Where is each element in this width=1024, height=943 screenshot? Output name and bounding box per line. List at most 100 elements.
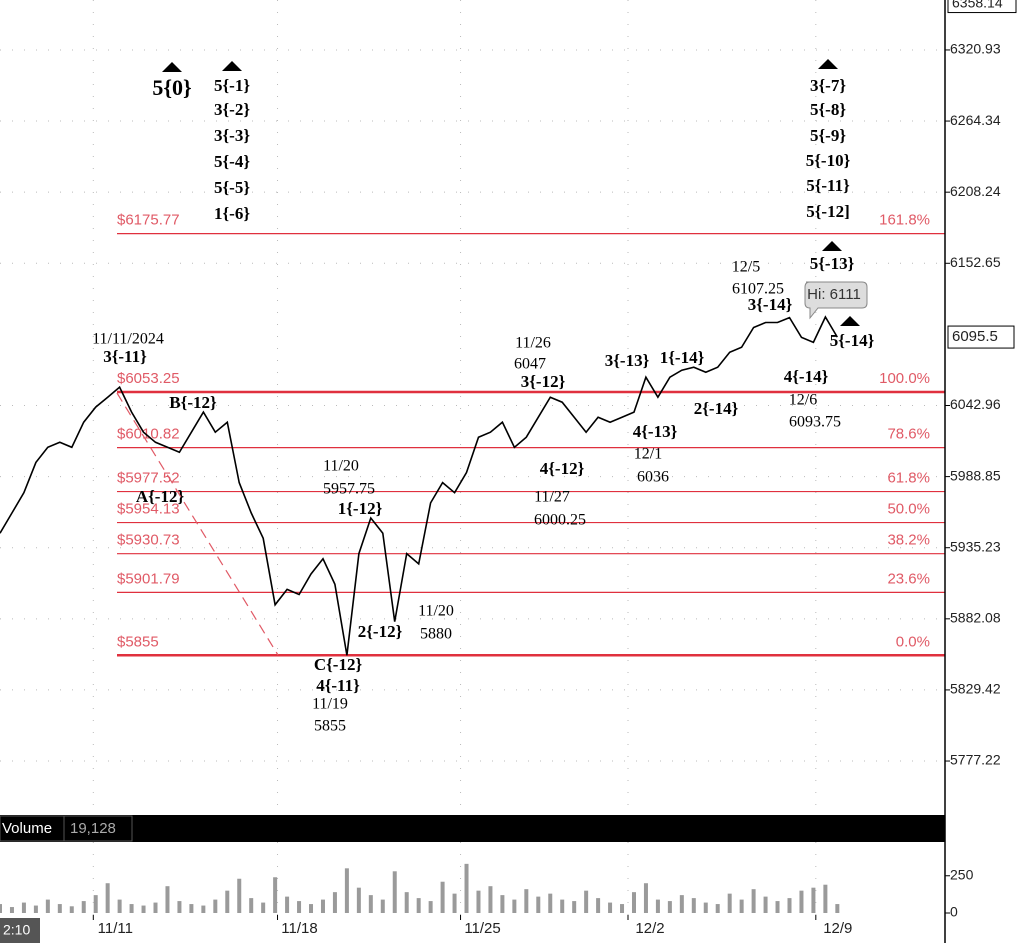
volume-bar (751, 889, 756, 913)
volume-bar (344, 868, 349, 913)
arrow (222, 61, 242, 71)
volume-bar (512, 899, 517, 913)
fib-price-label: $5954.13 (117, 501, 180, 518)
fib-price-label: $6010.82 (117, 426, 180, 443)
volume-bar (655, 899, 660, 913)
volume-bar (799, 890, 804, 913)
volume-bar (21, 902, 26, 913)
wave-annotation: 5{-12] (806, 202, 850, 221)
wave-arrows (162, 59, 860, 326)
volume-bar (141, 905, 146, 913)
volume-bar (69, 906, 74, 913)
volume-bar (309, 904, 314, 913)
price-line (0, 315, 838, 656)
volume-bar (45, 899, 50, 913)
volume-bar (213, 899, 218, 913)
wave-annotation: 2{-14} (694, 399, 739, 418)
fib-price-label: $5977.52 (117, 470, 180, 487)
fib-price-label: $5901.79 (117, 570, 180, 587)
y-tick-label: 6042.96 (950, 396, 1001, 412)
wave-annotation: 3{-13} (605, 351, 650, 370)
wave-annotation: 11/19 (312, 696, 348, 713)
volume-bar (332, 892, 337, 913)
volume-bar (584, 890, 589, 913)
y-tick-label: 5882.08 (950, 610, 1001, 626)
volume-readout (0, 815, 133, 842)
volume-title: Volume (2, 820, 52, 837)
wave-annotation: 5{-14} (830, 331, 875, 350)
wave-annotation: 11/11/2024 (92, 331, 164, 348)
wave-annotation: Hi: 6111 (807, 286, 861, 303)
volume-bar (787, 898, 792, 913)
x-tick-label: 11/11 (98, 920, 133, 937)
wave-annotation: 6093.75 (789, 414, 841, 431)
fib-percent-label: 38.2% (887, 532, 930, 549)
wave-annotation: 5{-13} (810, 254, 855, 273)
volume-readout-value: 19,128 (70, 820, 116, 837)
fib-percent-label: 0.0% (896, 633, 930, 650)
wave-annotation: 2{-12} (358, 622, 403, 641)
volume-bar (0, 904, 2, 913)
wave-annotation: 5{-9} (810, 126, 846, 145)
y-tick-label: 5935.23 (950, 538, 1001, 554)
wave-annotation: C{-12} (314, 655, 363, 674)
y-tick-label: 6152.65 (950, 254, 1001, 270)
wave-annotation: 6107.25 (732, 281, 784, 298)
wave-annotation: 1{-14} (660, 348, 705, 367)
volume-bar (823, 884, 828, 913)
volume-bar (440, 881, 445, 913)
volume-bar (392, 871, 397, 913)
volume-bar (643, 883, 648, 913)
volume-tick-label: 250 (950, 866, 974, 882)
volume-bar (811, 887, 816, 913)
volume-header (0, 815, 945, 842)
arrow (822, 241, 842, 251)
volume-bar (81, 901, 86, 913)
volume-bar (105, 883, 110, 913)
volume-bar (715, 904, 720, 913)
volume-bar (667, 901, 672, 913)
volume-bar (9, 907, 14, 913)
fib-percent-label: 161.8% (879, 212, 930, 229)
wave-annotation: 1{-6} (214, 204, 250, 223)
wave-annotation: 11/20 (418, 603, 454, 620)
volume-bar (93, 895, 98, 913)
volume-bar (452, 893, 457, 913)
y-tick-label: 5777.22 (950, 752, 1001, 768)
volume-bar (153, 902, 158, 913)
volume-bar (739, 899, 744, 913)
fib-percent-label: 23.6% (887, 570, 930, 587)
volume-bar (261, 902, 266, 913)
volume-bar (297, 901, 302, 913)
fib-price-label: $5930.73 (117, 532, 180, 549)
volume-bar (201, 905, 206, 913)
volume-bar (691, 898, 696, 913)
wave-annotation: 6000.25 (534, 512, 586, 529)
fib-price-label: $5855 (117, 633, 159, 650)
wave-annotation: 5880 (420, 626, 452, 643)
volume-bar (428, 901, 433, 913)
volume-bar (608, 902, 613, 913)
range-high-label: 6358.14 (952, 0, 1003, 10)
wave-annotation: 3{-7} (810, 76, 846, 95)
wave-annotation: 4{-14} (784, 367, 829, 386)
wave-annotation: 12/6 (789, 392, 817, 409)
wave-annotation: 5{-1} (214, 76, 250, 95)
y-tick-label: 5988.85 (950, 467, 1001, 483)
volume-bar (380, 899, 385, 913)
volume-bar (57, 904, 62, 913)
wave-annotation: 3{-2} (214, 100, 250, 119)
arrow (818, 59, 838, 69)
volume-bar (285, 896, 290, 913)
volume-bar (416, 898, 421, 913)
volume-bar (620, 904, 625, 913)
volume-bar (524, 889, 529, 913)
volume-bar (775, 901, 780, 913)
wave-annotation: 5{-11} (806, 176, 850, 195)
volume-bar (320, 899, 325, 913)
volume-bar (273, 877, 278, 913)
wave-annotation: B{-12} (169, 393, 217, 412)
wave-annotation: 5{-4} (214, 152, 250, 171)
